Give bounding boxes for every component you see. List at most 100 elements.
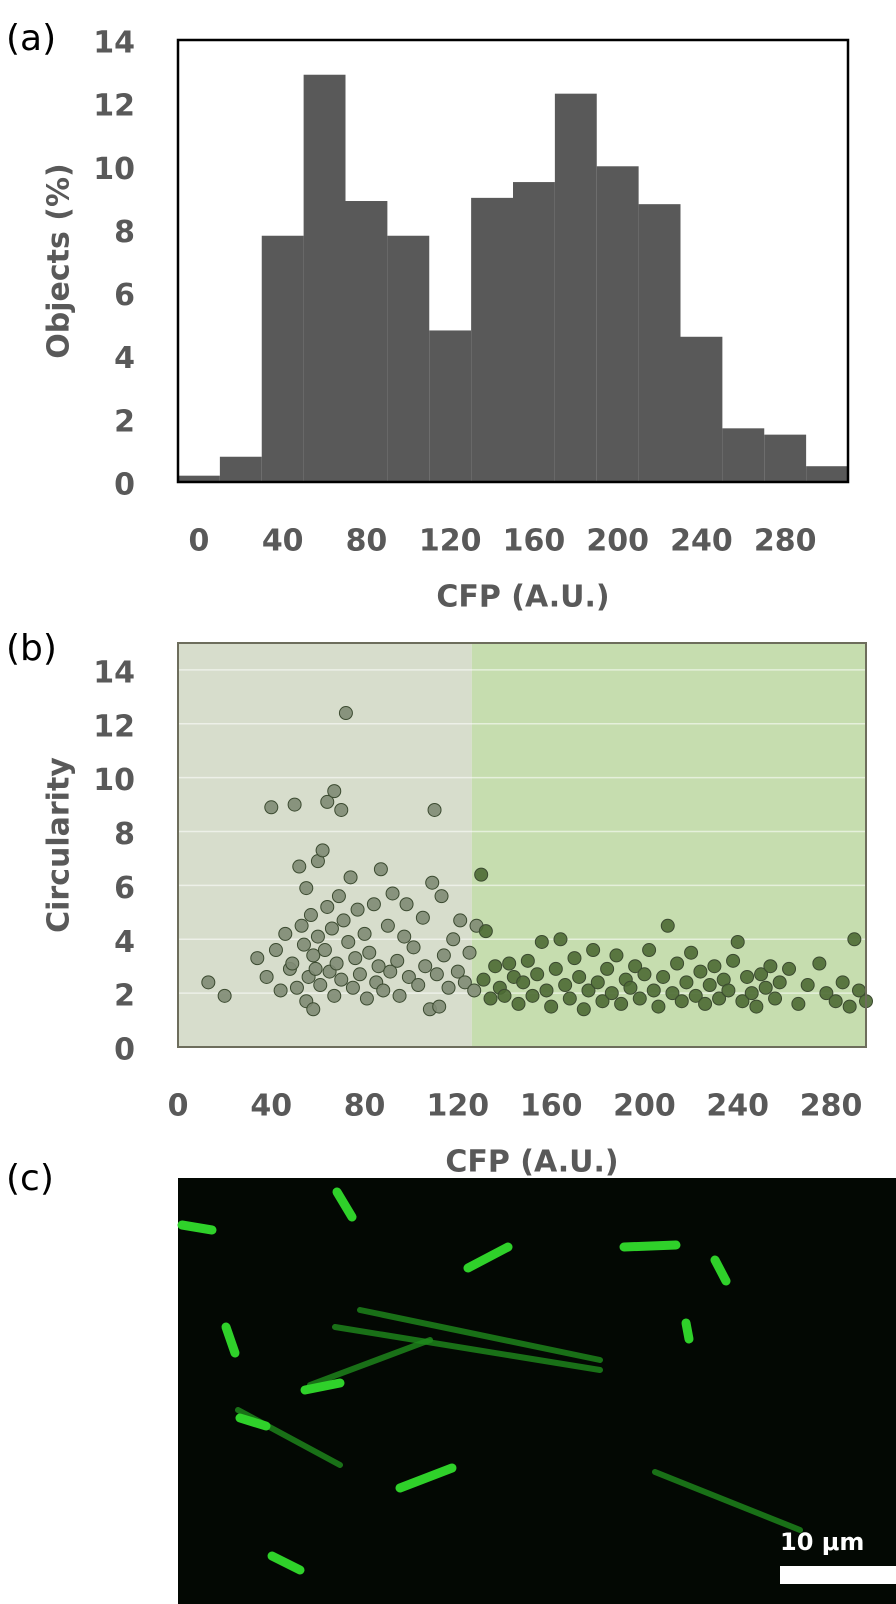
point (842, 999, 857, 1014)
point (399, 897, 414, 912)
point (665, 986, 680, 1001)
point (651, 999, 666, 1014)
point (576, 1002, 591, 1017)
point (385, 886, 400, 901)
bar (345, 201, 388, 482)
cell (463, 1242, 513, 1273)
bar (596, 166, 639, 483)
plot-frame (176, 38, 850, 484)
point (502, 956, 517, 971)
point (259, 969, 274, 984)
point (768, 991, 783, 1006)
point (572, 969, 587, 984)
point (285, 956, 300, 971)
point (397, 929, 412, 944)
micrograph (178, 1178, 896, 1604)
point (726, 953, 741, 968)
cell (300, 1378, 345, 1395)
point (376, 983, 391, 998)
point (446, 932, 461, 947)
point (488, 959, 503, 974)
point (289, 980, 304, 995)
point (688, 988, 703, 1003)
point (406, 940, 421, 955)
x-tick-label: 0 (168, 1089, 189, 1124)
y-axis-label: Circularity (42, 757, 77, 933)
point (273, 983, 288, 998)
y-tick-label: 14 (93, 655, 135, 690)
point (558, 978, 573, 993)
point (436, 948, 451, 963)
point (632, 991, 647, 1006)
point (586, 943, 601, 958)
bar (303, 74, 346, 482)
point (740, 969, 755, 984)
point (835, 975, 850, 990)
point (628, 959, 643, 974)
bar (638, 204, 681, 482)
point (800, 978, 815, 993)
x-tick-label: 120 (427, 1089, 490, 1124)
point (341, 934, 356, 949)
point (684, 945, 699, 960)
point (338, 706, 353, 721)
point (637, 967, 652, 982)
point (828, 994, 843, 1009)
y-tick-label: 4 (114, 925, 135, 960)
cell (267, 1551, 305, 1575)
point (324, 921, 339, 936)
point (201, 975, 216, 990)
point (698, 996, 713, 1011)
bar (219, 456, 262, 482)
point (590, 975, 605, 990)
bar (680, 336, 723, 482)
point (772, 975, 787, 990)
cell (332, 1324, 603, 1373)
point (264, 800, 279, 815)
point (744, 986, 759, 1001)
point (331, 889, 346, 904)
cell (710, 1255, 731, 1286)
y-tick-label: 12 (93, 89, 135, 124)
point (357, 926, 372, 941)
x-tick-label: 240 (670, 524, 733, 559)
point (380, 918, 395, 933)
y-tick-label: 0 (114, 468, 135, 503)
point (294, 918, 309, 933)
point (707, 959, 722, 974)
point (292, 859, 307, 874)
bar (806, 466, 848, 482)
cell (681, 1318, 694, 1344)
point (520, 953, 535, 968)
point (462, 945, 477, 960)
x-tick-label: 280 (800, 1089, 863, 1124)
point (791, 996, 806, 1011)
point (476, 972, 491, 987)
x-axis-label: CFP (A.U.) (436, 580, 609, 615)
point (525, 988, 540, 1003)
point (763, 959, 778, 974)
point (660, 918, 675, 933)
panel-label: (a) (6, 18, 56, 59)
cell (332, 1187, 357, 1222)
point (359, 991, 374, 1006)
point (548, 961, 563, 976)
point (604, 986, 619, 1001)
point (483, 991, 498, 1006)
point (623, 980, 638, 995)
y-tick-label: 10 (93, 763, 135, 798)
point (434, 889, 449, 904)
x-tick-label: 160 (503, 524, 566, 559)
point (317, 943, 332, 958)
y-tick-label: 2 (114, 404, 135, 439)
microscopy-panel: 10 μm (177, 1178, 896, 1604)
point (812, 956, 827, 971)
scale-bar-label: 10 μm (780, 1528, 864, 1556)
point (441, 980, 456, 995)
point (553, 932, 568, 947)
point (544, 999, 559, 1014)
point (609, 948, 624, 963)
point (411, 978, 426, 993)
point (310, 929, 325, 944)
x-tick-label: 160 (520, 1089, 583, 1124)
